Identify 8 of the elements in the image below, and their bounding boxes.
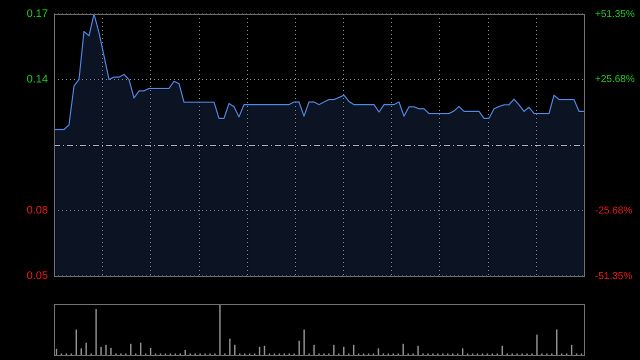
y2-tick-label: +25.68% xyxy=(595,74,635,86)
y-tick-label: 0.05 xyxy=(26,270,48,282)
y-tick-label: 0.08 xyxy=(26,204,48,217)
y-tick-label: 0.14 xyxy=(26,74,48,86)
y2-tick-label: -25.68% xyxy=(595,205,632,216)
y2-tick-label: -51.35% xyxy=(595,270,632,282)
y-tick-label: 0.17 xyxy=(26,8,48,20)
y2-tick-label: +51.35% xyxy=(595,8,635,20)
